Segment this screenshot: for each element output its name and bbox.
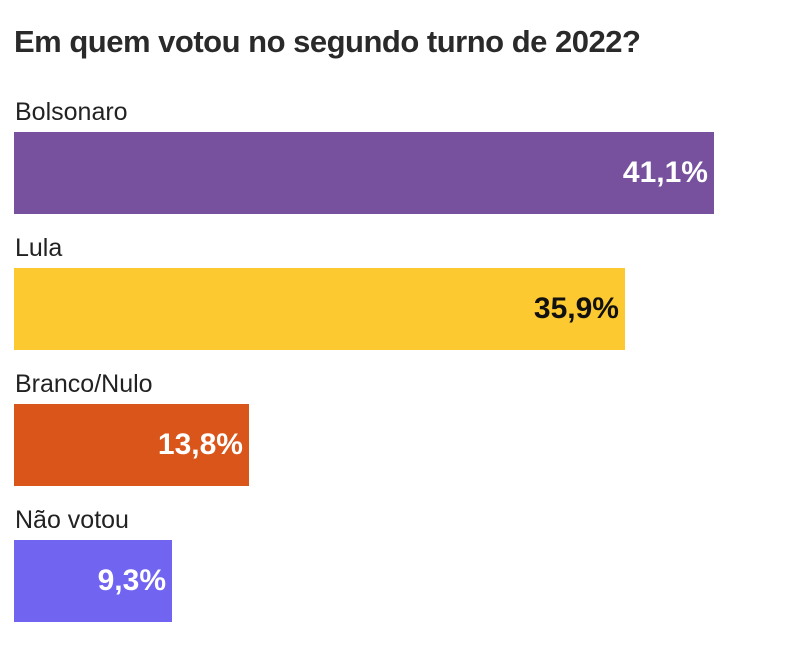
bar xyxy=(14,404,249,486)
data-label: 13,8% xyxy=(157,428,243,461)
bar xyxy=(14,540,172,622)
category-label: Não votou xyxy=(15,506,129,534)
category-label: Branco/Nulo xyxy=(15,370,153,398)
bar xyxy=(14,268,625,350)
chart-title: Em quem votou no segundo turno de 2022? xyxy=(14,24,641,59)
category-label: Lula xyxy=(15,234,63,262)
bar-group-lula: Lula 35,9% xyxy=(14,234,774,354)
bar-group-bolsonaro: Bolsonaro 41,1% xyxy=(14,98,774,218)
category-label: Bolsonaro xyxy=(15,98,128,126)
data-label: 35,9% xyxy=(533,292,619,325)
bar-group-nao-votou: Não votou 9,3% xyxy=(14,506,774,626)
data-label: 41,1% xyxy=(622,156,708,189)
bar xyxy=(14,132,714,214)
data-label: 9,3% xyxy=(97,564,166,597)
bar-group-branco-nulo: Branco/Nulo 13,8% xyxy=(14,370,774,490)
